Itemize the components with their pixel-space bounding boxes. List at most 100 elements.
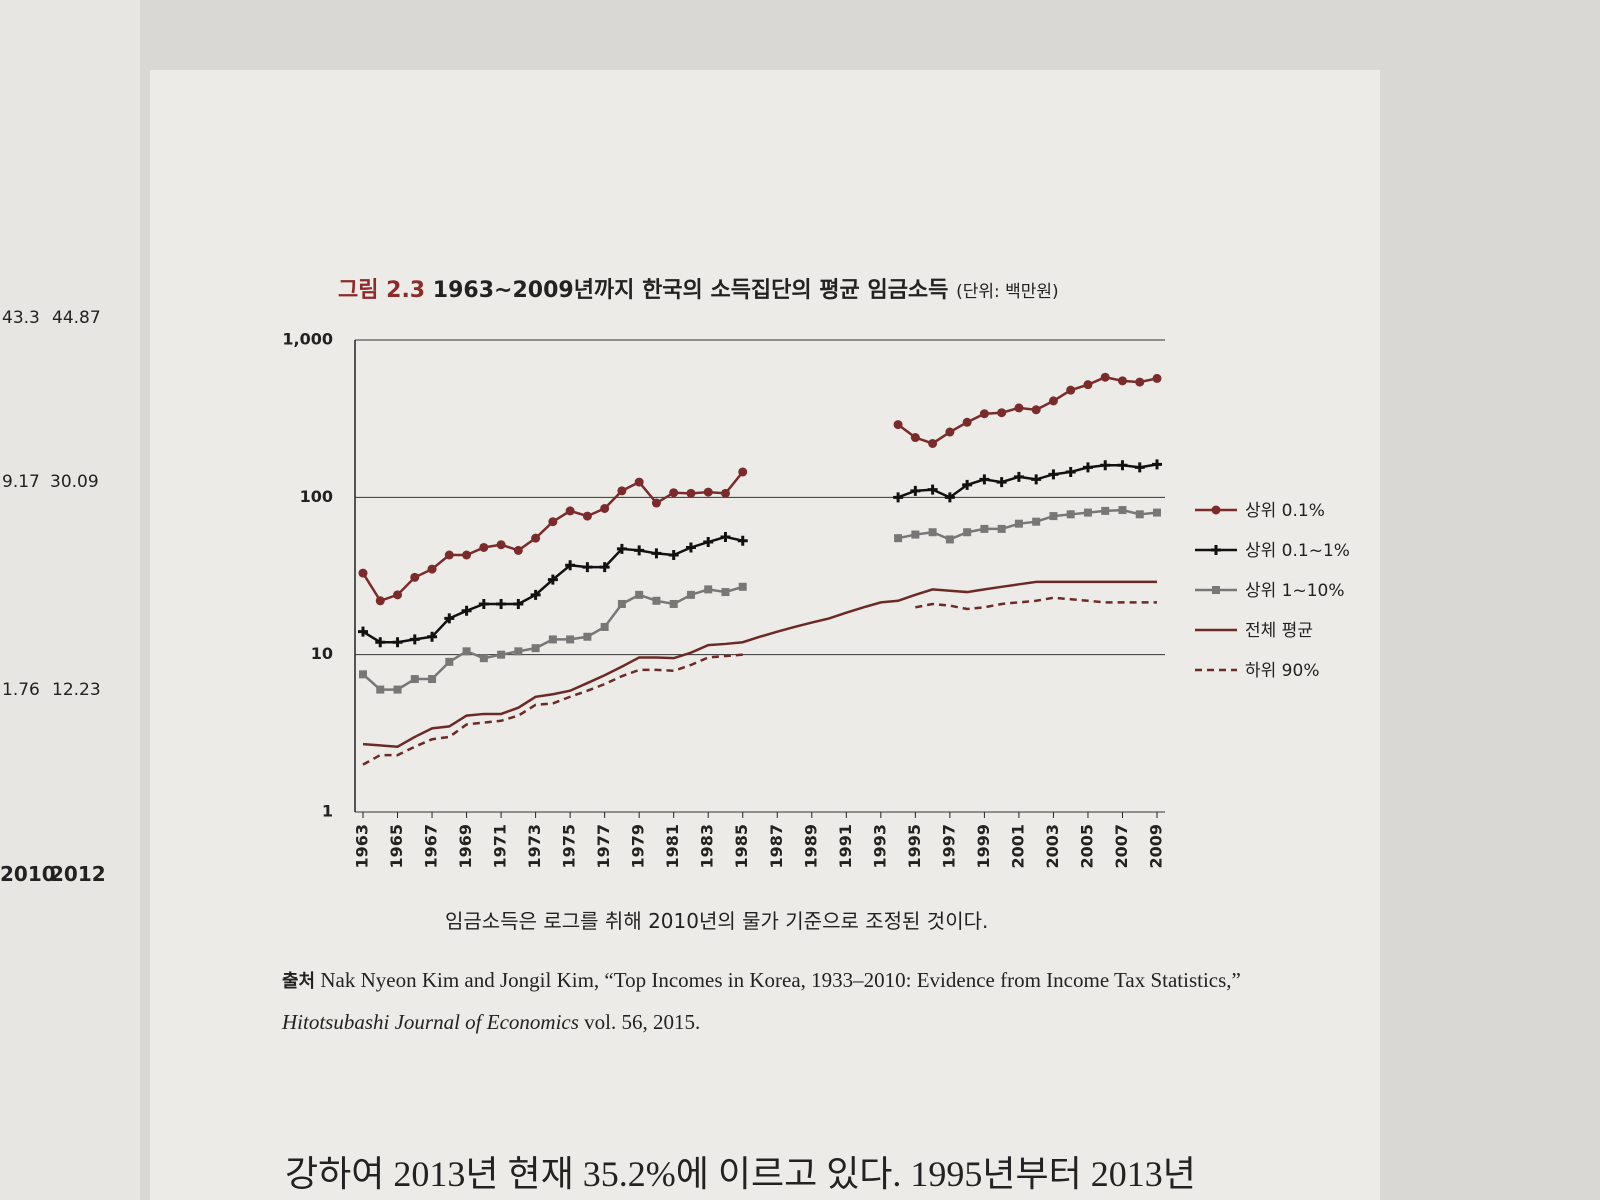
x-tick-label: 2007	[1112, 824, 1131, 869]
marker	[410, 572, 420, 582]
marker	[582, 511, 592, 521]
source-tail: vol. 56, 2015.	[584, 1010, 701, 1034]
marker	[616, 543, 627, 554]
legend-label: 상위 0.1%	[1245, 501, 1325, 521]
series-line	[897, 508, 1158, 541]
marker	[582, 562, 593, 573]
marker	[1211, 505, 1221, 515]
marker	[1049, 512, 1058, 521]
marker	[720, 531, 731, 542]
marker	[1135, 377, 1145, 387]
marker	[738, 467, 748, 477]
y-tick-label: 100	[300, 487, 333, 506]
x-tick-label: 1979	[629, 824, 648, 869]
marker	[945, 535, 954, 544]
x-tick-label: 1963	[353, 824, 372, 869]
y-tick-label: 1	[322, 802, 333, 821]
marker	[635, 590, 644, 599]
x-tick-label: 1999	[974, 824, 993, 869]
marker	[479, 654, 488, 663]
marker	[737, 535, 748, 546]
marker	[910, 433, 920, 443]
legend-label: 하위 90%	[1245, 661, 1319, 681]
marker	[685, 542, 696, 553]
marker	[1066, 510, 1075, 519]
x-tick-label: 1977	[594, 824, 613, 869]
marker	[962, 479, 973, 490]
marker	[359, 670, 367, 679]
marker	[1032, 517, 1041, 526]
x-tick-label: 1983	[698, 824, 717, 869]
marker	[444, 613, 455, 624]
unit: (단위: 백만원)	[956, 282, 1059, 302]
marker	[893, 492, 904, 503]
marker	[375, 596, 385, 606]
left-label: 2010	[0, 862, 56, 886]
x-tick-label: 2009	[1147, 824, 1166, 869]
marker	[945, 427, 955, 437]
x-tick-label: 1975	[560, 824, 579, 869]
marker	[1048, 396, 1058, 406]
x-tick-label: 1969	[456, 824, 475, 869]
marker	[928, 438, 938, 448]
marker	[668, 550, 679, 561]
marker	[547, 574, 558, 585]
marker	[997, 408, 1007, 418]
left-label: 44.87	[52, 308, 101, 328]
marker	[1101, 506, 1110, 515]
x-tick-label: 2003	[1043, 824, 1062, 869]
marker	[461, 605, 472, 616]
left-label: 2012	[50, 862, 106, 886]
marker	[531, 533, 541, 543]
marker	[979, 409, 989, 419]
marker	[1212, 586, 1220, 594]
marker	[410, 675, 419, 684]
x-tick-label: 1973	[525, 824, 544, 869]
marker	[445, 657, 454, 666]
marker	[462, 550, 472, 560]
marker	[634, 477, 644, 487]
marker	[479, 542, 489, 552]
marker	[651, 548, 662, 559]
marker	[599, 562, 610, 573]
marker	[566, 635, 575, 644]
marker	[703, 487, 713, 497]
marker	[911, 530, 920, 539]
x-tick-label: 2005	[1077, 824, 1096, 869]
marker	[496, 598, 507, 609]
series-line	[915, 596, 1157, 611]
x-tick-label: 1989	[801, 824, 820, 869]
series-line	[362, 580, 1157, 748]
marker	[686, 488, 696, 498]
x-tick-label: 1981	[663, 824, 682, 869]
left-label: 1.76	[2, 680, 40, 700]
marker	[1152, 373, 1162, 383]
left-label: 30.09	[50, 472, 99, 492]
left-label: 43.3	[2, 308, 40, 328]
marker	[497, 650, 506, 659]
marker	[963, 528, 972, 537]
marker	[1048, 469, 1059, 480]
marker	[1152, 459, 1162, 470]
marker	[358, 568, 368, 578]
marker	[358, 626, 368, 637]
marker	[894, 534, 903, 543]
x-tick-label: 1967	[422, 824, 441, 869]
x-tick-label: 1965	[387, 824, 406, 869]
marker	[1211, 545, 1221, 555]
marker	[634, 545, 645, 556]
marker	[669, 488, 679, 498]
marker	[375, 637, 386, 648]
marker	[530, 589, 541, 600]
marker	[1014, 403, 1024, 413]
series-line	[362, 535, 744, 644]
marker	[1153, 508, 1161, 517]
marker	[704, 585, 713, 594]
marker	[513, 545, 523, 555]
marker	[980, 524, 989, 533]
marker	[583, 632, 592, 641]
marker	[600, 622, 609, 631]
marker	[548, 635, 557, 644]
x-tick-label: 1971	[491, 824, 510, 869]
